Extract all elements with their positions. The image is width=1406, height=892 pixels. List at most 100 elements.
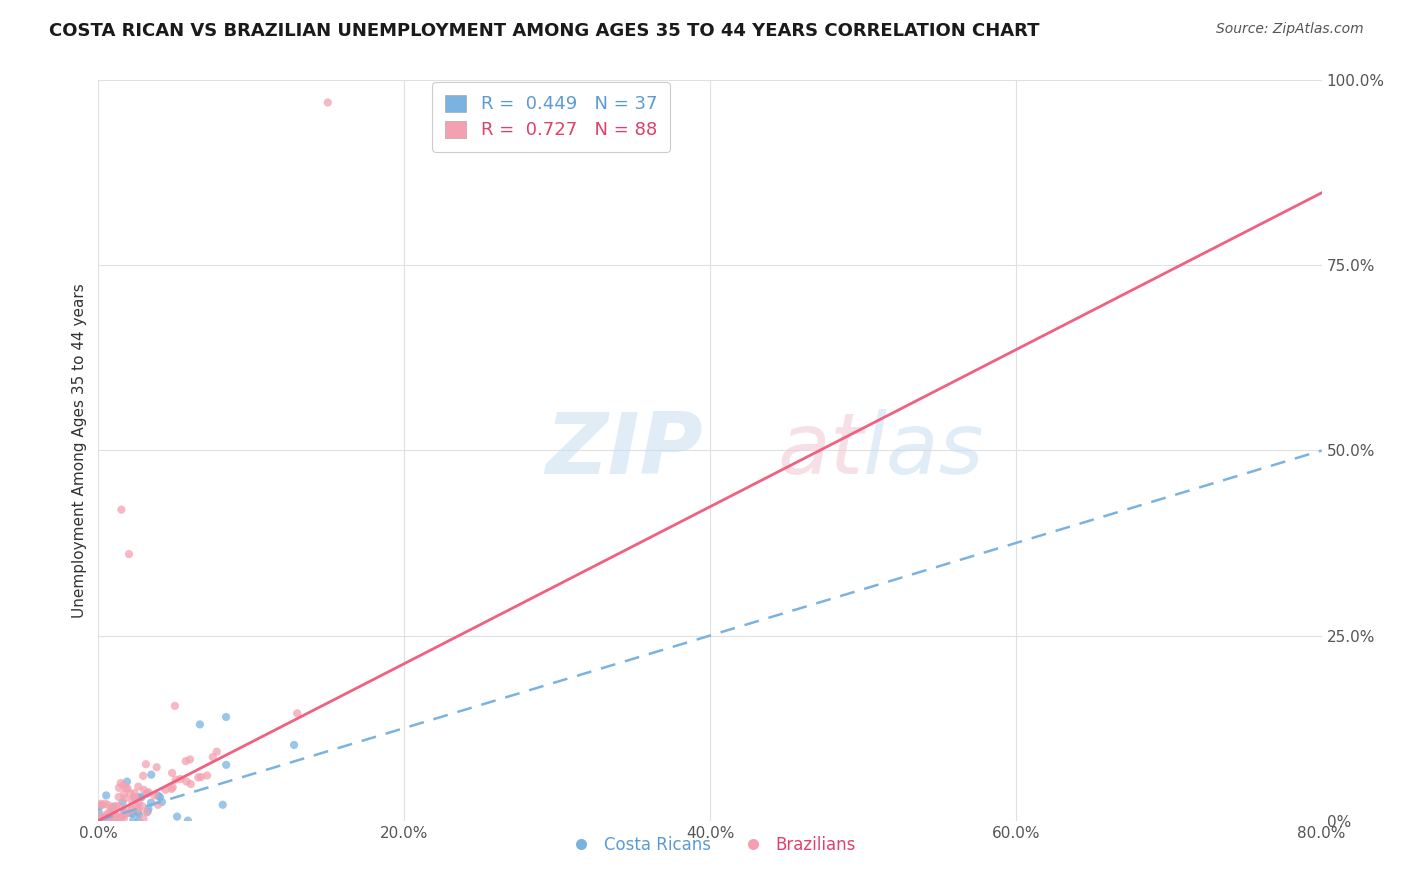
Point [103,814,125,828]
Point [124,786,146,800]
Point [148,789,170,803]
Point [128,802,150,816]
Point [131,799,153,814]
Point [94,810,117,824]
Point [128,796,150,810]
Point [115,774,138,789]
Point [141,767,163,781]
Point [177,814,200,828]
Point [108,814,131,828]
Point [122,790,145,805]
Point [211,797,233,812]
Point [89,814,111,828]
Point [112,811,135,825]
Point [104,799,127,814]
Text: las: las [863,409,984,492]
Point [87,805,110,820]
Point [135,805,157,820]
Point [149,790,172,805]
Point [165,772,187,787]
Point [118,547,141,561]
Point [89,814,111,828]
Point [101,806,124,821]
Point [115,806,138,821]
Point [145,760,167,774]
Point [110,809,132,823]
Point [163,698,186,713]
Point [96,811,118,825]
Point [195,768,218,782]
Point [127,780,149,794]
Point [135,786,157,800]
Point [128,807,150,822]
Point [100,814,122,828]
Point [120,806,142,821]
Point [122,814,145,828]
Point [114,791,136,805]
Point [125,799,148,814]
Point [94,814,117,828]
Point [124,790,146,805]
Text: at: at [778,409,863,492]
Point [97,797,120,812]
Point [94,812,117,826]
Point [132,769,155,783]
Point [283,738,305,752]
Y-axis label: Unemployment Among Ages 35 to 44 years: Unemployment Among Ages 35 to 44 years [72,283,87,618]
Point [101,799,124,814]
Point [122,806,145,821]
Point [100,814,122,828]
Point [107,790,129,805]
Point [104,811,127,825]
Point [112,805,135,820]
Point [89,814,111,828]
Point [188,717,211,731]
Point [101,810,124,824]
Point [128,814,150,828]
Point [104,809,127,823]
Point [108,799,131,814]
Point [96,814,118,828]
Point [89,797,111,811]
Point [139,796,162,810]
Point [105,808,128,822]
Point [166,809,188,823]
Text: Source: ZipAtlas.com: Source: ZipAtlas.com [1216,22,1364,37]
Point [90,814,112,828]
Point [110,502,132,516]
Point [94,797,117,811]
Point [91,814,114,828]
Point [120,787,142,801]
Point [89,814,111,828]
Point [179,752,201,766]
Point [117,781,139,796]
Legend: Costa Ricans, Brazilians: Costa Ricans, Brazilians [557,829,863,861]
Point [111,809,134,823]
Point [121,803,143,817]
Point [93,810,115,824]
Point [98,814,121,828]
Point [108,780,131,795]
Point [169,772,191,786]
Point [162,780,184,795]
Point [138,802,160,816]
Point [110,811,132,825]
Point [127,805,149,820]
Point [160,766,183,780]
Point [89,799,111,814]
Point [90,814,112,828]
Text: ZIP: ZIP [546,409,703,492]
Point [121,801,143,815]
Point [215,757,238,772]
Point [146,797,169,812]
Point [89,810,111,824]
Point [180,777,202,791]
Point [136,787,159,801]
Point [98,805,121,820]
Point [87,814,110,828]
Point [101,805,124,819]
Point [115,781,138,796]
Point [135,757,157,772]
Point [285,706,308,721]
Point [111,795,134,809]
